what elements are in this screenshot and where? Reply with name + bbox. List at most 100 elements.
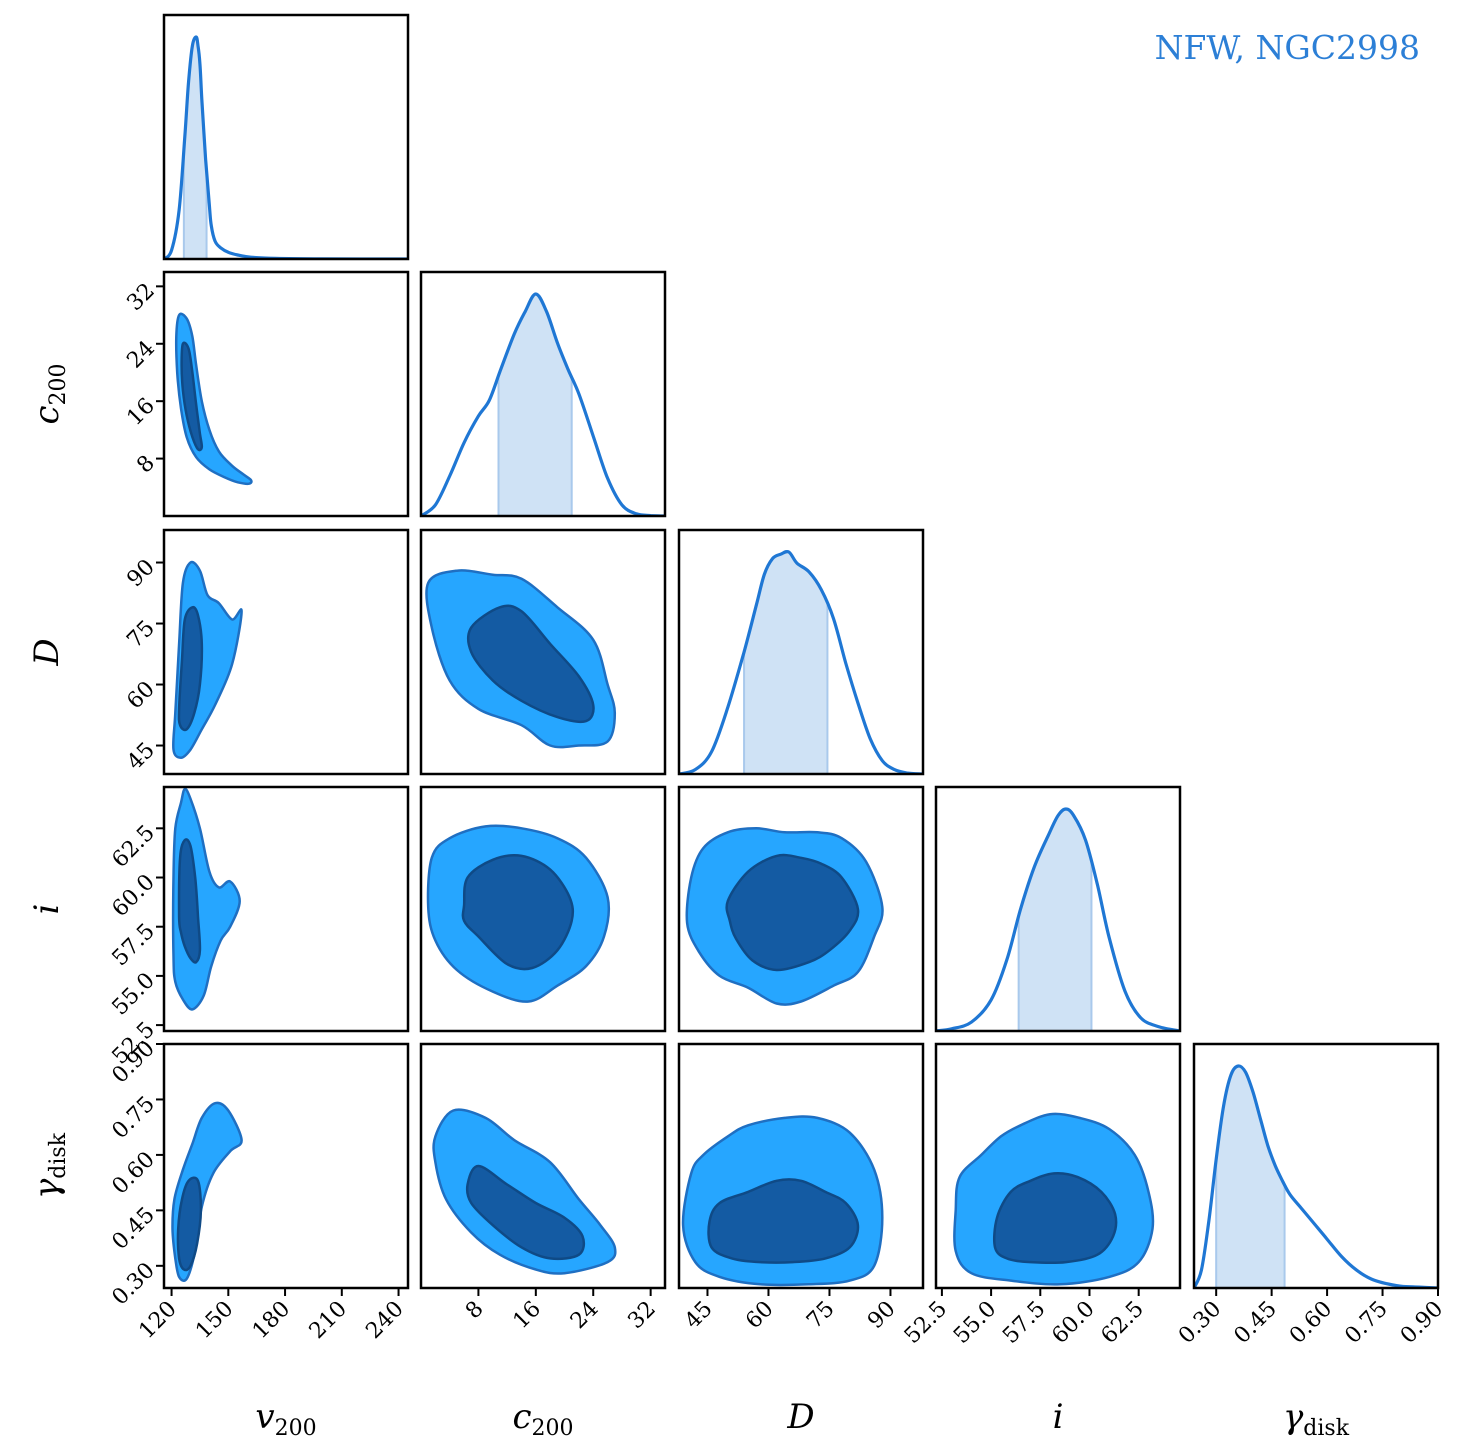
y-axis-label-gamma_disk: γdisk [27,1132,71,1199]
marginal-density-line [936,807,1180,1031]
x-tick-label: 150 [191,1297,238,1344]
x-tick-label: 120 [134,1297,181,1344]
credible-band [744,552,828,774]
panel-grid: 81624324560759052.555.057.560.062.50.300… [108,13,1448,1349]
axis-label-group: v200 c200 c200 D Di i γdisk γdisk [27,363,1350,1441]
plot-area [171,1101,243,1282]
x-axis-label-v200: v200 [255,1397,316,1441]
panel-frame [677,528,925,776]
panel-frame [934,785,1182,1033]
contour-panel-D-i [677,785,925,1033]
marginal-panel-gamma_disk: 0.30 0.45 0.60 0.75 0.90 [1174,1042,1448,1349]
panel-frame [934,1042,1182,1290]
x-tick-label: 57.5 [998,1297,1050,1349]
contour-68 [176,1176,203,1272]
y-tick-label: 32 [122,279,159,316]
x-tick-label: 32 [623,1297,660,1334]
marginal-panel-c200 [419,270,667,518]
contour-panel-v200-i: 52.555.057.560.062.5 [108,785,410,1070]
y-tick-label: 75 [122,616,159,653]
x-tick-label: 24 [566,1297,603,1334]
x-tick-label: 0.30 [1174,1297,1226,1349]
marginal-panel-D [677,528,925,776]
y-tick-label: 45 [122,738,159,775]
plot-area [1194,1064,1438,1288]
y-tick-label: 8 [132,451,160,479]
y-tick-label: 57.5 [108,919,160,971]
contour-panel-i-gamma_disk: 52.555.057.560.062.5 [900,1042,1182,1349]
x-tick-label: 60 [741,1297,778,1334]
panel-frame [1192,1042,1440,1290]
plot-area [679,549,923,774]
panel-frame [419,270,667,518]
x-tick-label: 90 [863,1297,900,1334]
plot-area [174,312,253,486]
y-tick-label: 60 [122,677,159,714]
marginal-density-line [164,35,408,259]
y-tick-label: 0.30 [108,1258,160,1310]
x-axis-label-D: D [786,1397,814,1437]
x-axis-label-i: i [1053,1397,1064,1437]
x-tick-label: 55.0 [949,1297,1001,1349]
contour-68 [177,605,204,732]
plot-area [681,1115,884,1287]
y-tick-label: 90 [122,555,159,592]
contour-68 [461,854,575,971]
x-tick-label: 240 [361,1297,408,1344]
panel-frame [419,528,667,776]
plot-area [432,1108,617,1275]
panel-frame [419,1042,667,1290]
panel-frame [162,528,410,776]
plot-area [953,1112,1155,1286]
panel-frame [162,270,410,518]
x-tick-label: 75 [802,1297,839,1334]
y-axis-label-c200: c200 [27,363,71,424]
plot-area [421,292,665,516]
marginal-density-line [421,292,665,516]
credible-band [498,295,572,516]
marginal-density-line [679,549,923,774]
x-tick-label: 180 [248,1297,295,1344]
contour-panel-c200-D [419,528,667,776]
x-tick-label: 0.45 [1230,1297,1282,1349]
contour-panel-c200-i [419,785,667,1033]
x-tick-label: 60.0 [1047,1297,1099,1349]
credible-band [1216,1066,1285,1288]
x-tick-label: 62.5 [1097,1297,1149,1349]
contour-68 [177,838,202,964]
plot-area [171,560,243,759]
marginal-panel-v200 [162,13,410,261]
y-tick-label: 16 [122,393,159,430]
x-tick-label: 210 [305,1297,352,1344]
contour-panel-D-gamma_disk: 45 60 75 90 [677,1042,925,1334]
plot-area [164,35,408,259]
contour-panel-v200-c200: 8 16 24 32 [122,270,410,518]
y-tick-label: 62.5 [108,821,160,873]
panel-frame [162,785,410,1033]
x-tick-label: 16 [509,1297,546,1334]
contour-68 [725,853,860,972]
plot-area [936,807,1180,1031]
contour-68 [466,604,595,724]
contour-68 [180,341,204,452]
y-tick-label: 60.0 [108,870,160,922]
credible-band [183,37,207,259]
x-tick-label: 0.75 [1340,1297,1392,1349]
x-tick-label: 0.60 [1285,1297,1337,1349]
panel-frame [162,13,410,261]
plot-area [171,787,241,1011]
x-tick-label: 45 [680,1297,717,1334]
y-tick-label: 0.45 [108,1203,160,1255]
y-tick-label: 55.0 [108,968,160,1020]
contour-68 [465,1164,586,1261]
y-tick-label: 0.75 [108,1092,160,1144]
x-axis-label-gamma_disk: γdisk [1283,1397,1350,1441]
x-tick-label: 0.90 [1396,1297,1448,1349]
panel-frame [677,785,925,1033]
plot-area [425,569,617,749]
x-axis-label-c200: c200 [512,1397,573,1441]
x-tick-label: 8 [461,1297,489,1325]
x-tick-label: 52.5 [900,1297,952,1349]
